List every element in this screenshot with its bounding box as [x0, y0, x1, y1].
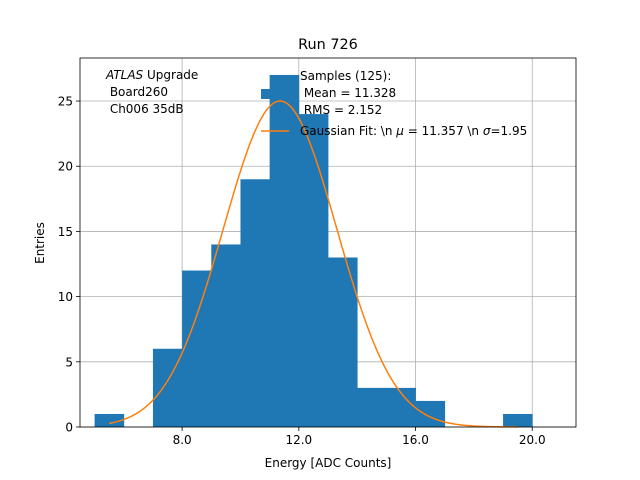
histogram-bar-2 — [182, 270, 212, 427]
annotation-text: ATLAS Upgrade Board260 Ch006 35dB — [105, 68, 198, 116]
x-axis-label: Energy [ADC Counts] — [265, 456, 392, 470]
legend-histogram-line-2: Mean = 11.328 — [300, 86, 396, 100]
legend-fit-mu: μ — [395, 124, 404, 138]
y-tick-label-3: 15 — [58, 225, 73, 239]
histogram-bar-5 — [269, 74, 300, 427]
histogram-bar-11 — [503, 413, 533, 427]
y-axis-label: Entries — [33, 222, 47, 264]
x-tick-label-2: 16.0 — [402, 433, 429, 447]
y-tick-label-5: 25 — [58, 95, 73, 109]
annotation-line-3: Ch006 35dB — [106, 102, 184, 116]
legend: Samples (125): Mean = 11.328 RMS = 2.152… — [261, 69, 527, 138]
x-axis-ticks: 8.0 12.0 16.0 20.0 — [173, 427, 546, 447]
annotation-atlas: ATLAS — [105, 68, 144, 82]
histogram-bar-3 — [211, 244, 241, 427]
histogram-bar-9 — [386, 387, 416, 427]
y-tick-label-4: 20 — [58, 160, 73, 174]
legend-fit-mid: = 11.357 \n — [404, 124, 483, 138]
annotation-upgrade: Upgrade — [143, 68, 198, 82]
histogram-bar-6 — [298, 114, 329, 427]
y-axis-ticks: 0 5 10 15 20 25 — [58, 95, 80, 435]
histogram-bar-7 — [328, 257, 358, 427]
chart-title: Run 726 — [298, 37, 358, 53]
histogram-bar-4 — [240, 179, 271, 427]
y-tick-label-2: 10 — [58, 290, 73, 304]
annotation-line-2: Board260 — [106, 85, 168, 99]
x-tick-label-1: 12.0 — [285, 433, 312, 447]
legend-histogram-swatch — [261, 89, 289, 99]
legend-histogram-line-1: Samples (125): — [300, 69, 391, 83]
gaussian-fit-line — [109, 100, 518, 428]
y-tick-label-1: 5 — [65, 355, 73, 369]
legend-histogram-line-3: RMS = 2.152 — [300, 103, 382, 117]
x-tick-label-3: 20.0 — [519, 433, 546, 447]
histogram-bar-8 — [357, 387, 387, 427]
annotation-line-1: ATLAS Upgrade — [105, 68, 198, 82]
legend-fit-pre: Gaussian Fit: \n — [300, 124, 396, 138]
legend-fit-sigma: σ — [483, 124, 491, 138]
y-tick-label-0: 0 — [65, 421, 73, 435]
legend-fit-label: Gaussian Fit: \n μ = 11.357 \n σ=1.95 — [300, 124, 527, 138]
histogram-bar-10 — [415, 400, 446, 427]
histogram-bar-0 — [94, 413, 125, 427]
plot-frame — [79, 57, 577, 428]
x-tick-label-0: 8.0 — [173, 433, 192, 447]
legend-fit-post: =1.95 — [490, 124, 527, 138]
